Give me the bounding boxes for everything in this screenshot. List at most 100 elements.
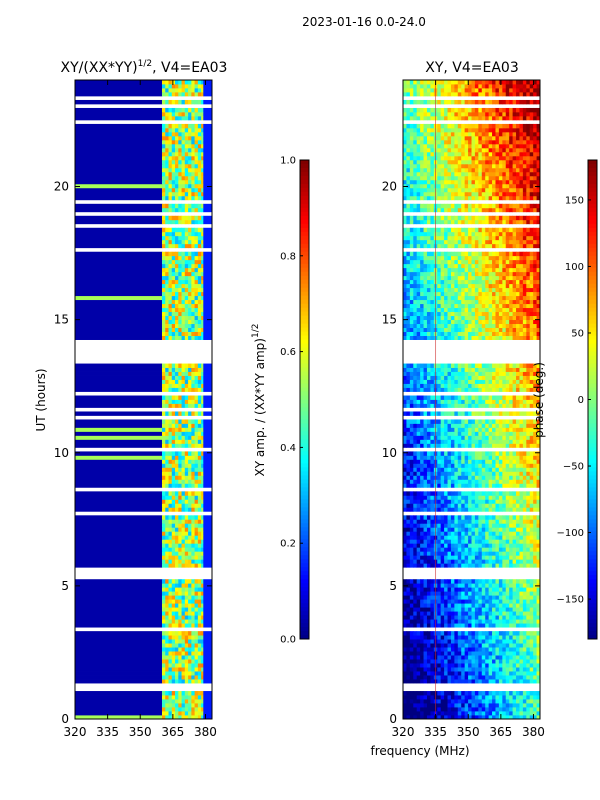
heatmap-cell <box>165 143 169 149</box>
colorbar-swatch <box>300 435 309 440</box>
heatmap-cell <box>492 519 496 524</box>
heatmap-cell <box>478 599 483 604</box>
heatmap-cell <box>440 599 445 604</box>
heatmap-cell <box>194 159 199 165</box>
heatmap-cell <box>488 679 493 684</box>
heatmap-cell <box>197 443 202 448</box>
heatmap-cell <box>416 595 421 600</box>
heatmap-cell <box>178 323 182 329</box>
heatmap-cell <box>175 143 179 149</box>
heatmap-cell <box>413 467 418 472</box>
heatmap-cell <box>161 671 166 676</box>
heatmap-cell <box>437 611 442 616</box>
heatmap-cell <box>437 547 442 552</box>
heatmap-cell <box>191 435 195 440</box>
heatmap-cell <box>468 603 472 608</box>
heatmap-cell <box>471 559 476 564</box>
heatmap-cell <box>203 711 213 716</box>
colorbar-swatch <box>300 331 309 337</box>
heatmap-cell <box>488 583 493 588</box>
heatmap-cell <box>423 599 428 604</box>
heatmap-cell <box>488 707 493 712</box>
heatmap-cell <box>201 467 204 472</box>
heatmap-cell <box>406 663 411 668</box>
heatmap-cell <box>512 455 517 460</box>
heatmap-cell <box>505 615 510 620</box>
heatmap-cell <box>197 179 202 185</box>
heatmap-cell <box>191 635 195 640</box>
heatmap-cell <box>478 635 483 640</box>
heatmap-cell <box>203 151 213 157</box>
heatmap-cell <box>485 395 490 400</box>
heatmap-cell <box>184 539 189 544</box>
heatmap-cell <box>194 599 199 604</box>
heatmap-cell <box>519 467 524 472</box>
heatmap-cell <box>161 547 166 552</box>
heatmap-cell <box>413 551 418 556</box>
heatmap-cell <box>184 419 189 424</box>
heatmap-cell <box>430 699 435 704</box>
heatmap-cell <box>516 399 520 404</box>
heatmap-cell <box>191 275 195 281</box>
heatmap-cell <box>194 695 199 700</box>
heatmap-cell <box>437 647 442 652</box>
heatmap-cell <box>430 467 435 472</box>
heatmap-cell <box>416 547 421 552</box>
heatmap-cell <box>536 635 541 640</box>
heatmap-cell <box>175 335 179 340</box>
heatmap-cell <box>203 215 213 221</box>
heatmap-cell <box>203 607 213 612</box>
heatmap-cell <box>420 543 424 548</box>
heatmap-cell <box>203 679 213 684</box>
heatmap-cell <box>512 539 517 544</box>
heatmap-cell <box>533 431 537 436</box>
heatmap-cell <box>437 411 442 416</box>
heatmap-cell <box>409 639 414 644</box>
heatmap-cell <box>447 527 452 532</box>
heatmap-cell <box>430 587 435 592</box>
heatmap-cell <box>178 543 182 548</box>
heatmap-cell <box>498 631 503 636</box>
heatmap-cell <box>197 423 202 428</box>
heatmap-cell <box>478 619 483 624</box>
heatmap-cell <box>181 499 186 504</box>
heatmap-cell <box>502 615 507 620</box>
heatmap-cell <box>478 607 483 612</box>
heatmap-cell <box>526 639 531 644</box>
heatmap-cell <box>161 707 166 712</box>
heatmap-cell <box>533 455 537 460</box>
heatmap-cell <box>522 611 527 616</box>
heatmap-cell <box>171 331 176 336</box>
heatmap-cell <box>416 715 421 720</box>
heatmap-cell <box>165 227 169 233</box>
heatmap-cell <box>457 639 462 644</box>
heatmap-cell <box>522 495 527 500</box>
heatmap-cell <box>171 499 176 504</box>
heatmap-cell <box>191 499 195 504</box>
heatmap-cell <box>492 527 496 532</box>
heatmap-cell <box>454 483 459 488</box>
heatmap-cell <box>178 271 182 277</box>
heatmap-cell <box>165 159 169 165</box>
heatmap-cell <box>505 531 510 536</box>
heatmap-cell <box>502 583 507 588</box>
heatmap-cell <box>481 659 486 664</box>
heatmap-cell <box>519 419 524 424</box>
heatmap-cell <box>181 263 186 269</box>
heatmap-cell <box>191 323 195 329</box>
heatmap-cell <box>175 435 179 440</box>
heatmap-cell <box>75 455 163 460</box>
heatmap-cell <box>440 635 445 640</box>
heatmap-cell <box>184 455 189 460</box>
heatmap-cell <box>461 419 466 424</box>
heatmap-cell <box>201 219 204 225</box>
heatmap-cell <box>450 671 455 676</box>
heatmap-cell <box>181 191 186 197</box>
heatmap-cell <box>481 695 486 700</box>
heatmap-cell <box>168 387 173 392</box>
heatmap-cell <box>536 587 541 592</box>
heatmap-cell <box>406 479 411 484</box>
heatmap-cell <box>437 675 442 680</box>
heatmap-cell <box>454 399 459 404</box>
heatmap-cell <box>481 715 486 720</box>
